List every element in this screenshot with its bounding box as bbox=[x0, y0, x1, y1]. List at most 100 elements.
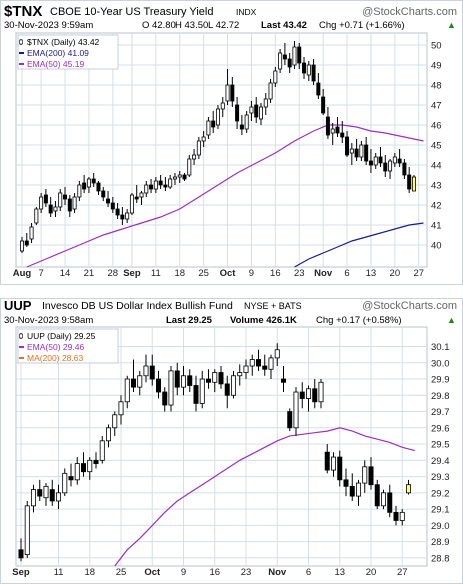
tnx-chg-arrow-icon: ▲ bbox=[447, 20, 456, 30]
candle bbox=[106, 424, 112, 448]
candle-body bbox=[86, 178, 91, 188]
uup-volume: Volume 426.1K bbox=[230, 315, 297, 326]
candle bbox=[282, 43, 287, 65]
candle bbox=[368, 149, 373, 173]
candle bbox=[212, 369, 218, 393]
candle bbox=[163, 177, 168, 191]
candle bbox=[143, 354, 149, 383]
candle-body bbox=[287, 58, 292, 68]
candle-body bbox=[330, 128, 335, 134]
candle bbox=[312, 379, 318, 409]
legend-swatch-body bbox=[19, 333, 23, 339]
candle-body bbox=[139, 192, 144, 198]
y-tick-label: 29.8 bbox=[431, 391, 450, 402]
candle bbox=[43, 189, 48, 207]
candle-body bbox=[206, 120, 211, 136]
candle bbox=[74, 457, 80, 485]
candle-body bbox=[393, 511, 399, 521]
legend-entry: EMA(50) 45.19 bbox=[27, 59, 84, 69]
uup-symbol: UUP bbox=[4, 298, 32, 313]
candle bbox=[243, 359, 249, 380]
x-tick-label: Oct bbox=[144, 567, 161, 578]
y-tick-label: 29.1 bbox=[431, 505, 450, 516]
candle bbox=[273, 67, 278, 87]
candle bbox=[37, 479, 43, 501]
candle-body bbox=[110, 202, 115, 210]
candle bbox=[399, 509, 405, 526]
candle-body bbox=[355, 482, 361, 497]
y-tick-label: 29.2 bbox=[431, 488, 450, 499]
candle-body bbox=[218, 372, 224, 385]
candle-body bbox=[196, 140, 201, 156]
candle bbox=[330, 123, 335, 145]
candle-body bbox=[292, 46, 297, 66]
candle bbox=[211, 111, 216, 133]
candle-body bbox=[168, 370, 174, 406]
candle bbox=[405, 479, 411, 495]
candle bbox=[180, 366, 186, 396]
candle bbox=[254, 97, 259, 123]
candle bbox=[378, 147, 383, 167]
candle bbox=[325, 107, 330, 139]
candle bbox=[321, 89, 326, 115]
candle-body bbox=[96, 182, 101, 192]
candle bbox=[205, 369, 211, 389]
candle bbox=[87, 457, 93, 480]
candle-body bbox=[211, 120, 216, 128]
candle-body bbox=[56, 492, 62, 502]
candle-body bbox=[19, 240, 24, 252]
candle bbox=[318, 379, 324, 409]
candle bbox=[387, 484, 393, 518]
legend-entry: EMA(200) 41.09 bbox=[27, 48, 89, 58]
tnx-watermark: @StockCharts.com bbox=[362, 6, 457, 18]
candle bbox=[343, 468, 349, 497]
candle-body bbox=[137, 375, 143, 388]
candle-body bbox=[368, 466, 374, 486]
candle-body bbox=[24, 505, 30, 556]
candle-body bbox=[168, 178, 173, 188]
tnx-date: 30-Nov-2023 9:59am bbox=[4, 20, 93, 31]
y-tick-label: 30.1 bbox=[431, 342, 450, 353]
candle-body bbox=[193, 385, 199, 404]
tnx-high: H 43.50 bbox=[175, 20, 208, 31]
candle-body bbox=[201, 136, 206, 142]
candle-body bbox=[120, 214, 125, 220]
candle-body bbox=[383, 162, 388, 172]
candle-body bbox=[182, 174, 187, 180]
candle bbox=[24, 500, 30, 558]
tnx-symbol: $TNX bbox=[4, 3, 42, 20]
candle-body bbox=[230, 84, 235, 102]
candle bbox=[230, 77, 235, 107]
candle-body bbox=[37, 489, 43, 497]
candle bbox=[393, 505, 399, 526]
x-tick-label: 9 bbox=[249, 268, 254, 279]
x-tick-label: 16 bbox=[209, 567, 220, 578]
candle-body bbox=[321, 96, 326, 114]
x-tick-label: 20 bbox=[366, 567, 377, 578]
candle bbox=[155, 370, 161, 399]
candle-body bbox=[330, 456, 336, 471]
candle bbox=[130, 359, 136, 393]
tnx-name: CBOE 10-Year US Treasury Yield bbox=[50, 6, 213, 18]
candle-body bbox=[143, 365, 149, 377]
y-tick-label: 29.3 bbox=[431, 472, 450, 483]
candle bbox=[96, 181, 101, 195]
x-tick-label: Nov bbox=[314, 268, 333, 279]
candle-body bbox=[405, 484, 411, 494]
candle bbox=[249, 101, 254, 121]
candle-body bbox=[82, 182, 87, 190]
candle-body bbox=[349, 485, 355, 497]
candle-body bbox=[349, 148, 354, 154]
tnx-chg: Chg +0.71 (+1.66%) bbox=[319, 20, 405, 31]
candle bbox=[218, 366, 224, 389]
candle-body bbox=[155, 378, 161, 393]
candle-body bbox=[306, 64, 311, 76]
candle bbox=[72, 193, 77, 213]
candle-body bbox=[359, 144, 364, 158]
candle-body bbox=[305, 388, 311, 399]
candle-body bbox=[18, 549, 24, 559]
candle-body bbox=[397, 158, 402, 164]
y-tick-label: 40 bbox=[431, 241, 442, 252]
